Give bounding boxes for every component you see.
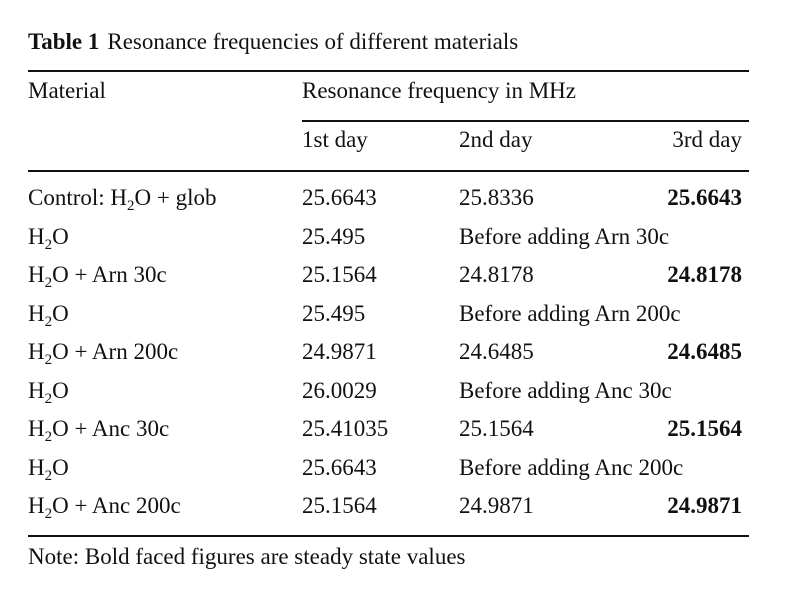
table-title: Resonance frequencies of different mater… [107,29,519,54]
bottom-rule [28,535,749,537]
cell-day3: 24.9871 [667,493,742,518]
material-text: O + Arn 30c [52,262,167,287]
cell-day1: 26.0029 [302,377,377,403]
header-rule [28,170,749,172]
table-row: H2O 26.0029 Before adding Anc 30c [0,374,800,413]
cell-material: H2O [28,297,69,334]
cell-day2: 25.1564 [459,416,534,441]
material-text: H [28,416,45,441]
subheader-rule [302,120,749,122]
table-row: H2O + Arn 200c 24.9871 24.6485 24.6485 [0,335,800,374]
material-text: H [28,339,45,364]
header-material: Material [28,78,106,103]
material-text: H [28,223,45,249]
cell-material: Control: H2O + glob [28,181,217,218]
table-label: Table 1 [28,29,100,54]
material-text: O + Arn 200c [52,339,179,364]
table-row: H2O 25.495 Before adding Arn 30c [0,220,800,259]
material-text: O [52,454,69,480]
cell-material: H2O + Arn 200c [28,335,178,372]
material-text: O [52,300,69,326]
cell-material: H2O [28,451,69,488]
material-text: H [28,493,45,518]
cell-day2: 24.8178 [459,262,534,287]
subscript: 2 [44,429,53,445]
material-text: H [28,454,45,480]
cell-day3: 24.6485 [667,339,742,364]
cell-day2: Before adding Anc 30c [459,377,672,403]
cell-day1: 25.6643 [302,454,377,480]
cell-day2: 24.6485 [459,339,534,364]
subscript: 2 [127,198,135,214]
cell-day1: 25.1564 [302,262,377,287]
subscript: 2 [44,467,53,484]
subscript: 2 [44,275,53,291]
subscript: 2 [44,390,53,407]
cell-material: H2O + Anc 30c [28,412,169,449]
material-text: O [52,377,69,403]
header-day2: 2nd day [459,127,533,152]
cell-day1: 25.495 [302,300,366,326]
cell-day2: 25.8336 [459,185,534,210]
cell-day1: 25.1564 [302,493,377,518]
table-note: Note: Bold faced figures are steady stat… [28,544,466,569]
material-text: H [28,377,45,403]
header-day1: 1st day [302,127,368,152]
cell-material: H2O [28,220,69,257]
cell-day3: 25.6643 [667,185,742,210]
cell-day1: 24.9871 [302,339,377,364]
cell-day1: 25.6643 [302,185,377,210]
subscript: 2 [44,506,53,522]
material-text: O + glob [134,185,217,210]
subscript: 2 [44,313,53,330]
cell-day3: 25.1564 [667,416,742,441]
cell-day3: 24.8178 [667,262,742,287]
table-body: Control: H2O + glob 25.6643 25.8336 25.6643… [0,181,800,528]
header-day3: 3rd day [672,127,742,152]
cell-material: H2O + Anc 200c [28,489,181,526]
cell-day2: Before adding Arn 30c [459,223,670,249]
material-text: O [52,223,69,249]
material-text: O + Anc 200c [52,493,181,518]
cell-material: H2O [28,374,69,411]
material-text: H [28,300,45,326]
material-text: O + Anc 30c [52,416,170,441]
cell-day2: Before adding Anc 200c [459,454,684,480]
cell-day2: 24.9871 [459,493,534,518]
table-row: H2O 25.495 Before adding Arn 200c [0,297,800,336]
cell-day1: 25.495 [302,223,366,249]
material-text: H [28,262,45,287]
table-caption: Table 1 Resonance frequencies of differen… [28,29,518,55]
subscript: 2 [44,352,53,368]
table-row: H2O + Anc 200c 25.1564 24.9871 24.9871 [0,489,800,528]
cell-material: H2O + Arn 30c [28,258,167,295]
cell-day2: Before adding Arn 200c [459,300,681,326]
cell-day1: 25.41035 [302,416,389,441]
header-frequency: Resonance frequency in MHz [302,78,576,103]
material-text: Control: H [28,185,128,210]
table-row: H2O 25.6643 Before adding Anc 200c [0,451,800,490]
table-row: H2O + Arn 30c 25.1564 24.8178 24.8178 [0,258,800,297]
table-row: Control: H2O + glob 25.6643 25.8336 25.6643 [0,181,800,220]
table-row: H2O + Anc 30c 25.41035 25.1564 25.1564 [0,412,800,451]
subscript: 2 [44,236,53,253]
top-rule [28,70,749,72]
